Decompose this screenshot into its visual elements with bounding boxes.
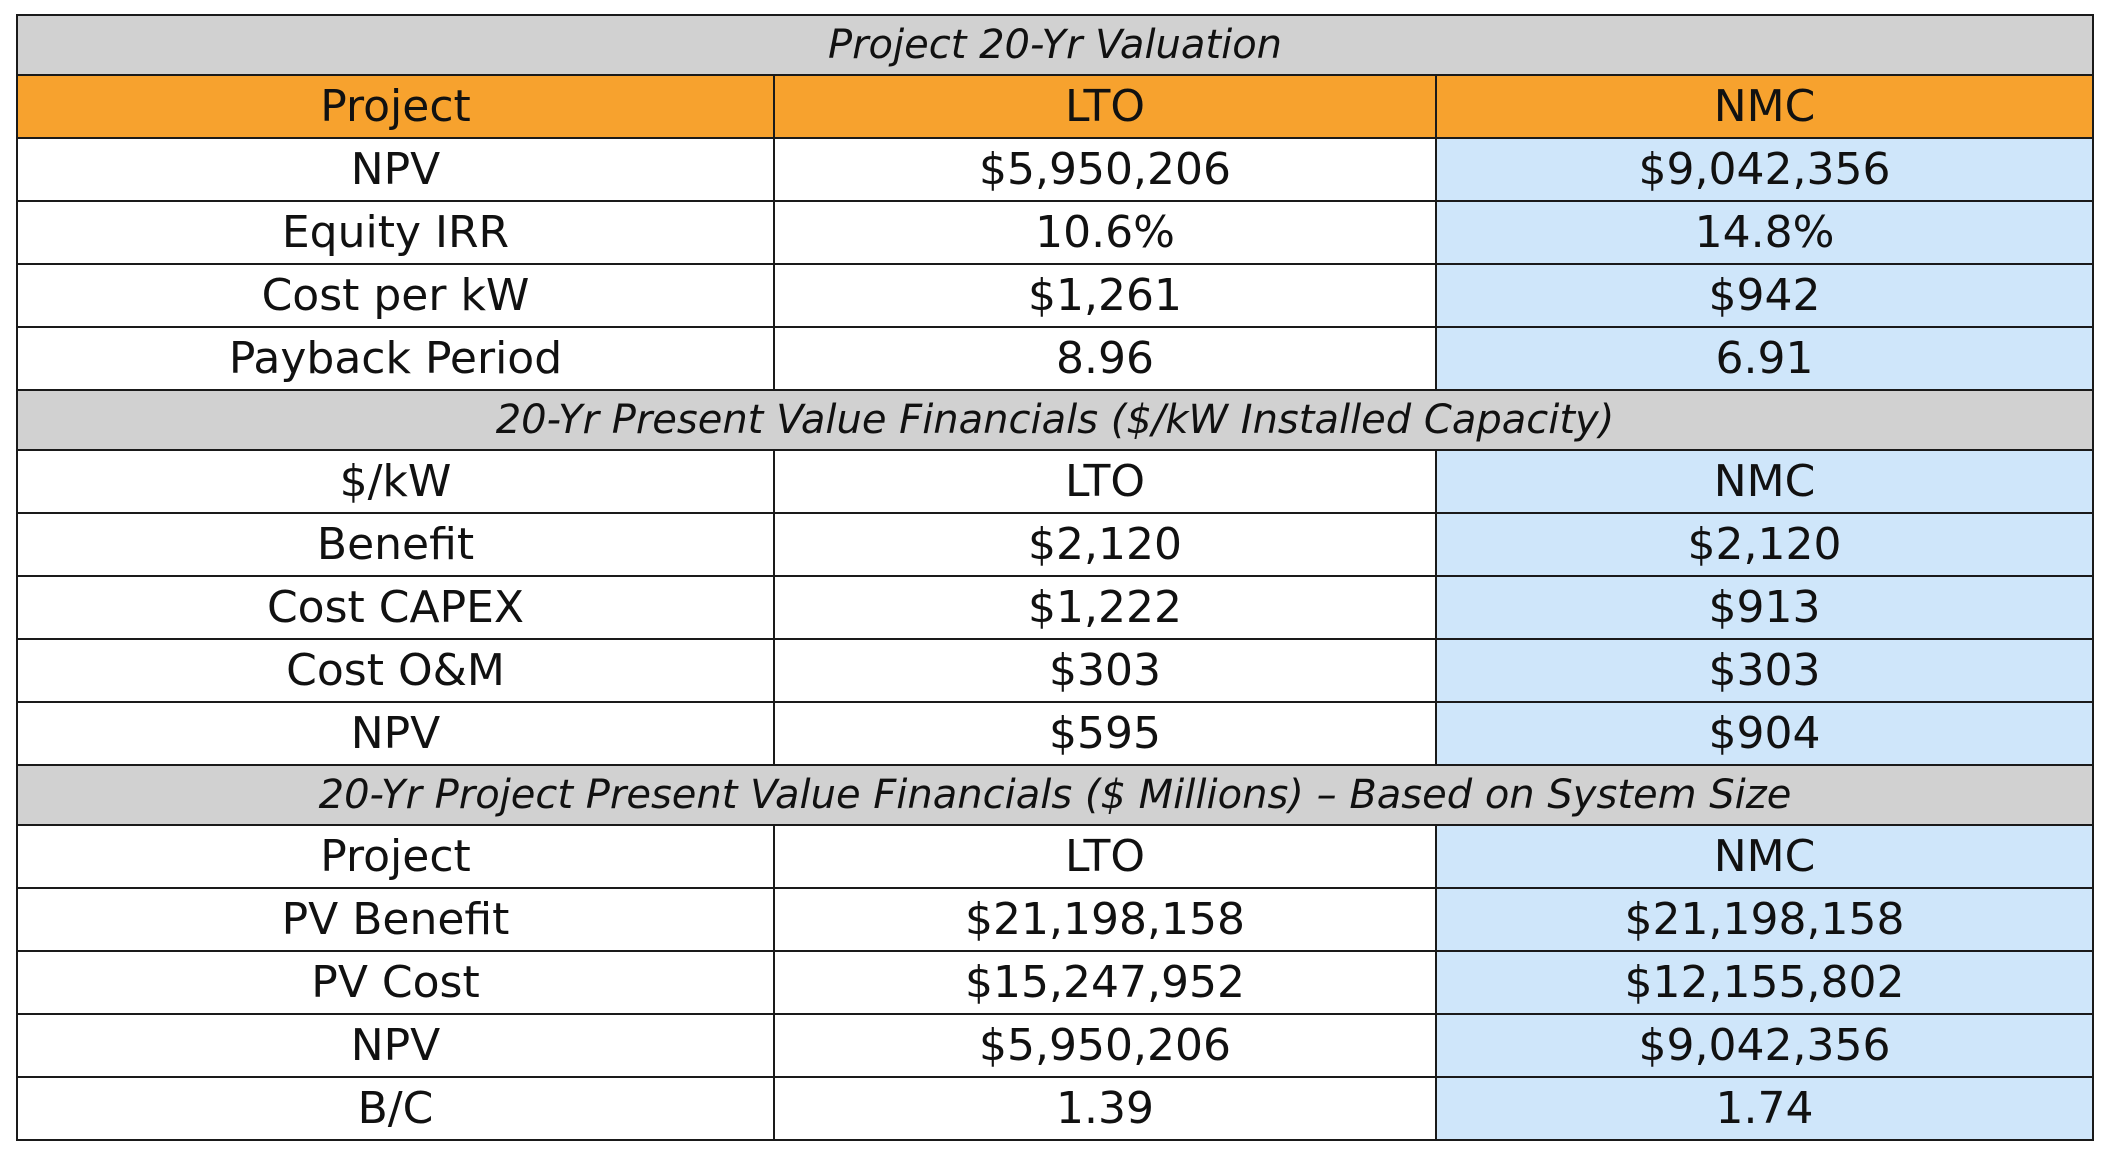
header-label: Project: [16, 824, 775, 889]
nmc-value: $913: [1435, 575, 2094, 640]
nmc-value: $2,120: [1435, 512, 2094, 577]
header-nmc: NMC: [1435, 824, 2094, 889]
table-row: NPV $595 $904: [16, 701, 2094, 766]
lto-value: 8.96: [773, 326, 1437, 391]
table-row: Benefit $2,120 $2,120: [16, 512, 2094, 577]
row-label: NPV: [16, 701, 775, 766]
table-row: Equity IRR 10.6% 14.8%: [16, 200, 2094, 265]
lto-value: $21,198,158: [773, 887, 1437, 952]
row-label: NPV: [16, 1013, 775, 1078]
header-row: Project LTO NMC: [16, 74, 2094, 139]
section-title: 20-Yr Present Value Financials ($/kW Ins…: [16, 389, 2094, 451]
row-label: Cost O&M: [16, 638, 775, 703]
lto-value: $2,120: [773, 512, 1437, 577]
header-lto: LTO: [773, 449, 1437, 514]
nmc-value: 1.74: [1435, 1076, 2094, 1141]
lto-value: $5,950,206: [773, 1013, 1437, 1078]
header-row: Project LTO NMC: [16, 824, 2094, 889]
table-row: PV Benefit $21,198,158 $21,198,158: [16, 887, 2094, 952]
valuation-table: Project 20-Yr Valuation Project LTO NMC …: [16, 14, 2094, 1141]
lto-value: $595: [773, 701, 1437, 766]
header-nmc: NMC: [1435, 449, 2094, 514]
header-lto: LTO: [773, 74, 1437, 139]
header-label: Project: [16, 74, 775, 139]
header-row: $/kW LTO NMC: [16, 449, 2094, 514]
row-label: NPV: [16, 137, 775, 202]
lto-value: $1,222: [773, 575, 1437, 640]
table-row: Payback Period 8.96 6.91: [16, 326, 2094, 391]
table-row: PV Cost $15,247,952 $12,155,802: [16, 950, 2094, 1015]
section-title-row: 20-Yr Project Present Value Financials (…: [16, 764, 2094, 826]
nmc-value: $9,042,356: [1435, 1013, 2094, 1078]
lto-value: 10.6%: [773, 200, 1437, 265]
section-title: Project 20-Yr Valuation: [16, 14, 2094, 76]
nmc-value: $12,155,802: [1435, 950, 2094, 1015]
lto-value: $303: [773, 638, 1437, 703]
row-label: Benefit: [16, 512, 775, 577]
nmc-value: 6.91: [1435, 326, 2094, 391]
row-label: Payback Period: [16, 326, 775, 391]
table-row: B/C 1.39 1.74: [16, 1076, 2094, 1141]
nmc-value: $904: [1435, 701, 2094, 766]
nmc-value: $9,042,356: [1435, 137, 2094, 202]
table-row: NPV $5,950,206 $9,042,356: [16, 1013, 2094, 1078]
lto-value: $15,247,952: [773, 950, 1437, 1015]
row-label: Cost CAPEX: [16, 575, 775, 640]
nmc-value: $21,198,158: [1435, 887, 2094, 952]
nmc-value: $303: [1435, 638, 2094, 703]
lto-value: $5,950,206: [773, 137, 1437, 202]
section-title-row: 20-Yr Present Value Financials ($/kW Ins…: [16, 389, 2094, 451]
row-label: Cost per kW: [16, 263, 775, 328]
section-title-row: Project 20-Yr Valuation: [16, 14, 2094, 76]
table-row: NPV $5,950,206 $9,042,356: [16, 137, 2094, 202]
row-label: PV Cost: [16, 950, 775, 1015]
header-lto: LTO: [773, 824, 1437, 889]
header-nmc: NMC: [1435, 74, 2094, 139]
nmc-value: $942: [1435, 263, 2094, 328]
row-label: PV Benefit: [16, 887, 775, 952]
lto-value: $1,261: [773, 263, 1437, 328]
row-label: B/C: [16, 1076, 775, 1141]
lto-value: 1.39: [773, 1076, 1437, 1141]
header-label: $/kW: [16, 449, 775, 514]
row-label: Equity IRR: [16, 200, 775, 265]
section-title: 20-Yr Project Present Value Financials (…: [16, 764, 2094, 826]
table-row: Cost CAPEX $1,222 $913: [16, 575, 2094, 640]
nmc-value: 14.8%: [1435, 200, 2094, 265]
table-row: Cost O&M $303 $303: [16, 638, 2094, 703]
table-row: Cost per kW $1,261 $942: [16, 263, 2094, 328]
